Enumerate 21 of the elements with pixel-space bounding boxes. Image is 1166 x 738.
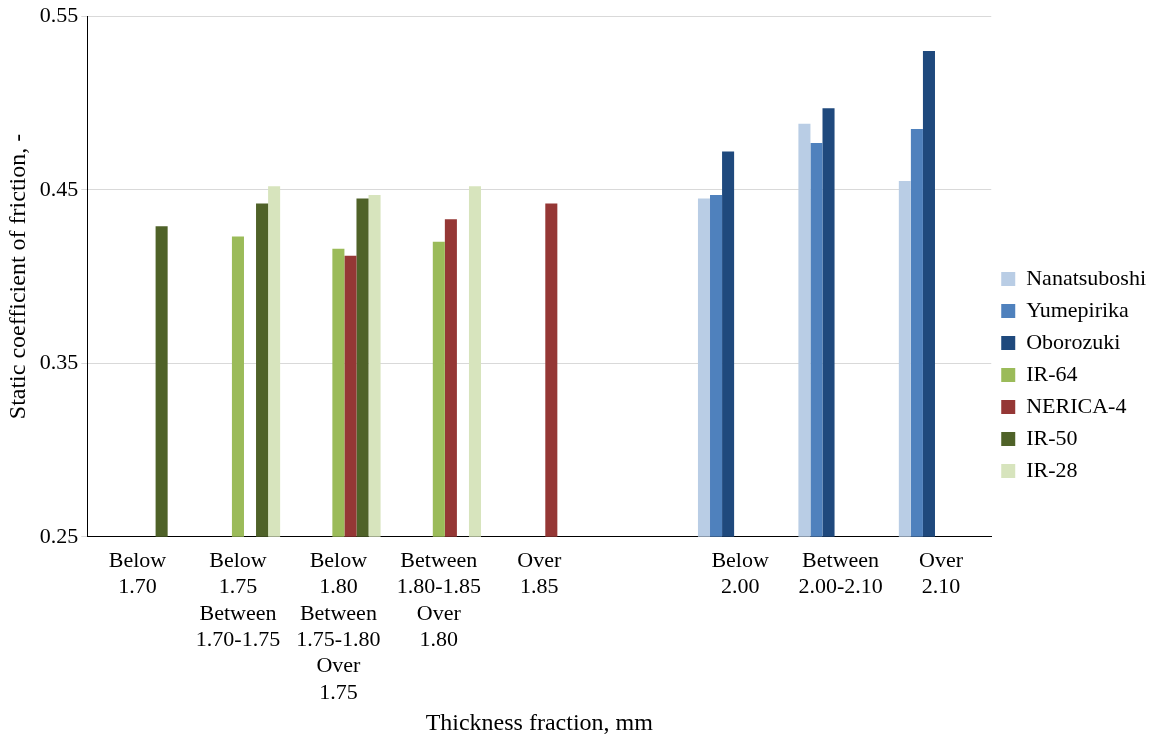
y-tick-label: 0.35 <box>39 349 79 375</box>
x-tick-label: Below 1.80 Between 1.75-1.80 Over 1.75 <box>296 546 381 704</box>
legend-label: IR-28 <box>1026 456 1078 482</box>
legend-label: IR-50 <box>1026 424 1078 450</box>
legend-label: NERICA-4 <box>1026 392 1127 418</box>
y-axis-title: Static coefficient of friction, - <box>3 133 30 420</box>
y-tick-label: 0.45 <box>39 175 79 201</box>
y-tick-label: 0.55 <box>39 1 79 27</box>
x-tick-label: Between 2.00-2.10 <box>798 546 883 599</box>
x-tick-label: Below 1.70 <box>108 546 167 599</box>
x-tick-label: Over 1.85 <box>517 546 562 599</box>
x-tick-label: Below 2.00 <box>711 546 769 599</box>
x-tick-label: Over 2.10 <box>919 546 964 599</box>
legend-label: Yumepirika <box>1026 296 1130 322</box>
legend-label: IR-64 <box>1026 360 1078 386</box>
legend-label: Oborozuki <box>1026 328 1121 354</box>
x-tick-label: Between 1.80-1.85 Over 1.80 <box>396 546 481 651</box>
y-tick-label: 0.25 <box>39 522 79 548</box>
x-tick-label: Below 1.75 Between 1.70-1.75 <box>195 546 281 651</box>
x-axis-title: Thickness fraction, mm <box>425 708 654 735</box>
legend-label: Nanatsuboshi <box>1026 264 1146 290</box>
